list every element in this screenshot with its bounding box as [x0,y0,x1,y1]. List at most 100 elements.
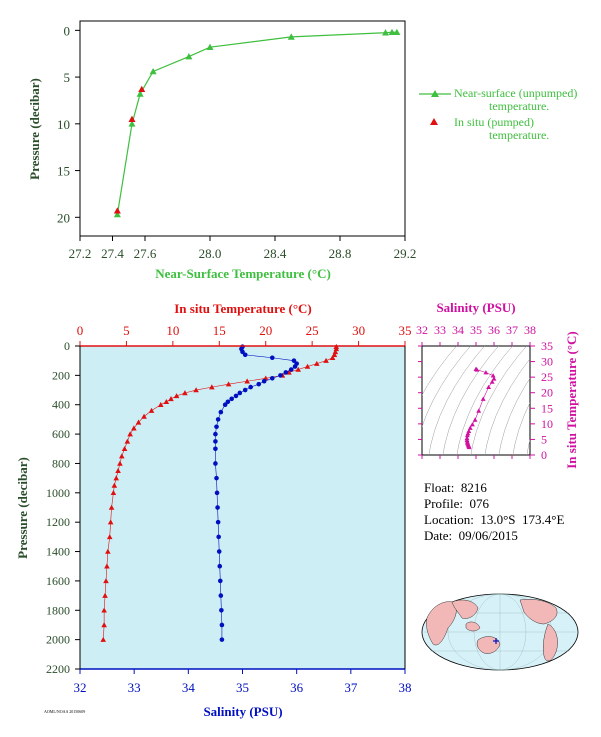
ts-x-tick-label: 37 [506,323,518,337]
salinity-profile-point [214,475,219,481]
temperature-profile-point [111,482,118,488]
near-surface-temperature-point [287,33,295,40]
temperature-axis-label: In situ Temperature (°C) [174,301,312,316]
pressure-tick-label: 1000 [46,486,70,500]
near-surface-x-tick-label: 27.6 [134,246,157,261]
ts-y-tick-label: 25 [541,370,553,384]
temperature-profile-point [106,534,113,540]
temperature-profile-point [141,413,147,419]
salinity-profile-point [225,399,231,405]
temperature-profile-point [117,460,123,466]
ts-density-contour [512,402,530,455]
salinity-profile-point [213,446,218,452]
legend-label-in-situ: In situ (pumped) [454,115,534,129]
temperature-profile-point [107,519,114,525]
footer-tiny-text: AOML/NOAA 20150609 [44,709,86,714]
near-surface-temperature-point [185,53,193,60]
float-location-marker [493,638,499,644]
salinity-profile-point [213,461,218,466]
near-surface-y-tick-label: 5 [64,70,71,85]
temperature-profile-point [115,467,121,474]
temperature-profile-point [108,504,115,510]
temperature-tick-label: 35 [399,323,412,338]
pressure-tick-label: 1600 [46,574,70,588]
near-surface-temperature-point [206,43,214,50]
ts-point [489,379,495,384]
pressure-tick-label: 600 [52,427,70,441]
salinity-profile-point [215,519,221,525]
salinity-tick-label: 36 [290,680,304,695]
near-surface-x-tick-label: 29.2 [394,246,417,261]
ts-point [466,444,472,450]
salinity-profile-point [291,358,297,363]
salinity-tick-label: 37 [344,680,358,695]
salinity-profile-point [237,390,243,396]
float-location: Location: 13.0°S 173.4°E [424,512,565,527]
pressure-tick-label: 1800 [46,603,70,617]
ts-x-tick-label: 35 [470,323,482,337]
salinity-profile-point [215,417,221,422]
pressure-tick-label: 2000 [46,633,70,647]
temperature-profile-point [329,354,336,360]
near-surface-temperature-point [149,67,157,75]
ts-y-tick-label: 30 [541,355,553,369]
ts-y-tick-label: 5 [541,432,547,446]
salinity-profile-point [219,622,225,628]
temperature-profile-point [332,349,339,355]
ts-y-tick-label: 15 [541,401,553,415]
ts-x-tick-label: 33 [434,323,446,337]
legend-label-near-surface-2: temperature. [489,99,549,113]
temperature-profile-point [295,366,302,372]
ts-density-contour [442,346,499,455]
near-surface-x-tick-label: 28.0 [199,246,222,261]
salinity-tick-label: 34 [182,680,196,695]
pressure-tick-label: 1200 [46,515,70,529]
ts-y-tick-label: 0 [541,448,547,462]
near-surface-y-tick-label: 15 [57,164,70,179]
near-surface-plot-frame [79,20,406,237]
temperature-profile-point [101,607,107,613]
ts-density-contour [498,377,530,455]
pressure-tick-label: 0 [64,339,70,353]
salinity-profile-point [242,352,248,358]
salinity-tick-label: 38 [399,680,412,695]
salinity-profile-point [219,607,224,613]
ts-y-tick-label: 10 [541,417,553,431]
salinity-profile-point [213,439,218,444]
pressure-tick-label: 200 [52,368,70,382]
salinity-profile-point [219,637,225,642]
salinity-profile-point [216,549,222,554]
profile-plot-background [80,346,405,669]
temperature-profile-point [135,419,142,425]
temperature-profile-point [103,578,109,584]
ts-point [472,417,478,422]
temperature-profile-point [244,378,250,384]
in-situ-temperature-point [113,207,121,214]
salinity-tick-label: 32 [74,680,87,695]
salinity-profile-point [222,402,228,408]
temperature-profile-point [157,401,164,407]
near-surface-temperature-point [393,28,401,36]
salinity-profile-point [215,505,220,510]
salinity-profile-point [283,370,289,375]
near-surface-y-tick-label: 20 [57,210,70,225]
temperature-tick-label: 30 [352,323,365,338]
ts-point [491,376,497,381]
ts-title: Salinity (PSU) [436,300,515,315]
ts-y-tick-label: 35 [541,339,553,353]
ts-plot-frame [421,345,531,456]
near-surface-x-axis-label: Near-Surface Temperature (°C) [155,266,331,281]
salinity-profile-point [217,578,223,584]
salinity-axis-label: Salinity (PSU) [203,704,282,719]
salinity-profile-point [213,431,218,437]
float-id: Float: 8216 [424,480,487,495]
map-land [426,599,558,662]
temperature-profile-point [182,390,188,396]
ts-point [474,367,480,372]
near-surface-x-tick-label: 28.8 [329,246,352,261]
near-surface-temperature-point [113,211,121,218]
salinity-profile-point [248,384,253,390]
temperature-profile-point [127,431,133,437]
